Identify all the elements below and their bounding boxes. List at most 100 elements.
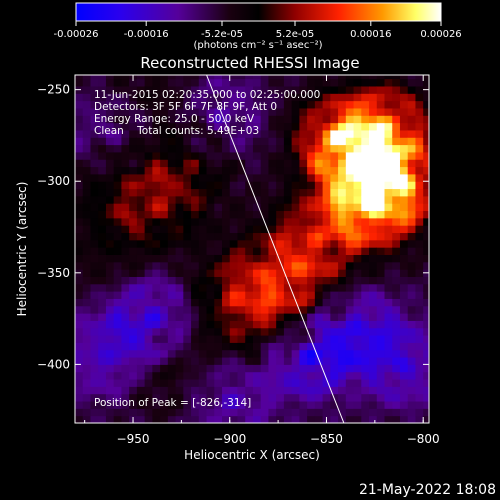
heatmap-cell (392, 298, 401, 307)
heatmap-cell (307, 247, 316, 255)
heatmap-cell (392, 100, 401, 109)
heatmap-cell (152, 159, 161, 168)
heatmap-cell (175, 401, 184, 409)
heatmap-cell (361, 232, 370, 241)
heatmap-cell (330, 107, 339, 116)
heatmap-cell (191, 210, 200, 219)
heatmap-cell (268, 283, 277, 292)
heatmap-cell (415, 166, 424, 175)
heatmap-cell (222, 144, 231, 153)
heatmap-cell (345, 291, 355, 299)
heatmap-cell (237, 342, 246, 351)
heatmap-cell (252, 415, 262, 423)
heatmap-cell (330, 349, 339, 358)
heatmap-cell (276, 239, 285, 248)
heatmap-cell (307, 276, 316, 285)
heatmap-cell (136, 217, 146, 226)
heatmap-cell (291, 93, 300, 102)
heatmap-cell (198, 225, 208, 234)
heatmap-cell (75, 137, 84, 146)
heatmap-cell (105, 151, 115, 160)
heatmap-cell (276, 247, 285, 255)
heatmap-cell (322, 195, 331, 204)
heatmap-cell (237, 203, 246, 212)
heatmap-cell (237, 386, 246, 395)
heatmap-cell (245, 298, 254, 307)
heatmap-cell (152, 85, 161, 94)
heatmap-cell (407, 254, 416, 263)
heatmap-cell (152, 342, 161, 351)
heatmap-cell (229, 78, 238, 87)
heatmap-cell (330, 254, 339, 263)
heatmap-cell (160, 254, 169, 263)
heatmap-cell (392, 137, 401, 146)
heatmap-cell (268, 415, 277, 423)
heatmap-cell (423, 379, 429, 387)
heatmap-cell (105, 291, 115, 299)
heatmap-cell (152, 261, 161, 270)
heatmap-cell (152, 225, 161, 234)
heatmap-cell (376, 291, 386, 299)
heatmap-cell (198, 93, 208, 102)
heatmap-cell (291, 364, 300, 373)
heatmap-cell (276, 122, 285, 131)
heatmap-cell (322, 225, 331, 234)
heatmap-cell (392, 166, 401, 175)
heatmap-cell (160, 173, 169, 182)
heatmap-cell (276, 254, 285, 263)
heatmap-cell (113, 225, 122, 234)
heatmap-cell (415, 173, 424, 182)
heatmap-cell (338, 335, 347, 343)
heatmap-cell (307, 305, 316, 314)
heatmap-cell (90, 173, 99, 182)
heatmap-cell (307, 393, 316, 402)
heatmap-cell (307, 298, 316, 307)
heatmap-cell (105, 173, 115, 182)
heatmap-cell (392, 320, 401, 329)
heatmap-cell (283, 225, 293, 234)
heatmap-cell (299, 386, 308, 395)
heatmap-cell (399, 203, 409, 212)
heatmap-cell (399, 151, 409, 160)
heatmap-cell (353, 181, 362, 190)
heatmap-cell (345, 188, 355, 197)
heatmap-cell (307, 195, 316, 204)
heatmap-cell (214, 195, 223, 204)
heatmap-cell (183, 239, 192, 248)
heatmap-cell (191, 335, 200, 343)
heatmap-cell (113, 393, 122, 402)
heatmap-cell (322, 364, 331, 373)
heatmap-cell (90, 100, 99, 109)
heatmap-cell (237, 364, 246, 373)
heatmap-cell (276, 137, 285, 146)
heatmap-cell (260, 107, 269, 116)
heatmap-cell (291, 335, 300, 343)
heatmap-cell (105, 335, 115, 343)
heatmap-cell (369, 342, 378, 351)
heatmap-cell (75, 75, 84, 80)
heatmap-cell (191, 393, 200, 402)
heatmap-cell (376, 283, 386, 292)
heatmap-cell (291, 415, 300, 423)
heatmap-cell (353, 107, 362, 116)
heatmap-cell (152, 151, 161, 160)
heatmap-cell (105, 401, 115, 409)
heatmap-cell (392, 408, 401, 417)
heatmap-cell (345, 195, 355, 204)
heatmap-cell (399, 210, 409, 219)
heatmap-cell (229, 393, 238, 402)
heatmap-cell (353, 357, 362, 365)
heatmap-cell (82, 85, 91, 94)
heatmap-cell (338, 291, 347, 299)
heatmap-cell (105, 342, 115, 351)
heatmap-cell (299, 379, 308, 387)
heatmap-cell (260, 291, 269, 299)
heatmap-cell (113, 283, 122, 292)
heatmap-cell (276, 232, 285, 241)
heatmap-cell (345, 342, 355, 351)
heatmap-cell (338, 283, 347, 292)
heatmap-cell (268, 335, 277, 343)
heatmap-cell (82, 261, 91, 270)
heatmap-cell (276, 100, 285, 109)
heatmap-cell (237, 144, 246, 153)
